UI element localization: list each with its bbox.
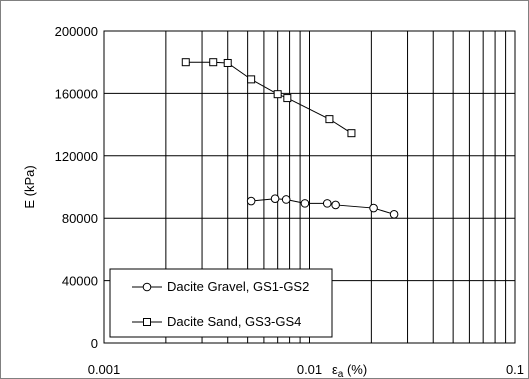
x-tick-label: 0.1 [506,362,524,377]
y-tick-label: 200000 [55,24,98,39]
x-tick-label: 0.001 [88,362,121,377]
legend-swatch-sand-marker [143,318,151,326]
data-point [331,200,340,210]
data-point [281,195,291,204]
plot-border [103,30,516,344]
x-axis-label-subscript: a [338,369,344,379]
legend: Dacite Gravel, GS1-GS2 Dacite Sand, GS3-… [109,268,333,338]
data-point [347,129,356,138]
series-1 [246,194,399,219]
y-axis-tick-labels: 0 40000 80000 120000 160000 200000 [55,24,98,351]
data-point [322,199,332,208]
x-tick-label: 0.01 [297,362,322,377]
data-point [325,115,334,124]
data-point [209,58,218,67]
data-point [270,194,280,203]
data-point [273,90,282,99]
data-point [300,199,310,208]
data-point [246,196,256,206]
y-tick-label: 0 [91,336,98,351]
data-point [283,94,292,103]
x-axis-label-unit: (%) [343,362,367,377]
y-tick-label: 80000 [62,211,98,226]
data-point [389,210,399,219]
series-2 [181,58,356,138]
data-point [181,58,190,67]
y-tick-label: 120000 [55,149,98,164]
x-axis-label: εa (%) [332,362,367,379]
y-tick-label: 160000 [55,86,98,101]
series-layer [181,58,399,219]
y-tick-label: 40000 [62,274,98,289]
x-axis-label-symbol: ε [332,362,338,377]
data-point [369,203,378,213]
data-point [247,75,256,84]
legend-label-sand: Dacite Sand, GS3-GS4 [167,314,301,329]
y-axis-label: E (kPa) [22,165,37,208]
legend-swatch-gravel-marker [142,282,152,292]
x-axis-tick-labels: 0.001 0.01 0.1 [88,362,524,377]
legend-label-gravel: Dacite Gravel, GS1-GS2 [167,279,309,294]
data-point [223,58,232,67]
